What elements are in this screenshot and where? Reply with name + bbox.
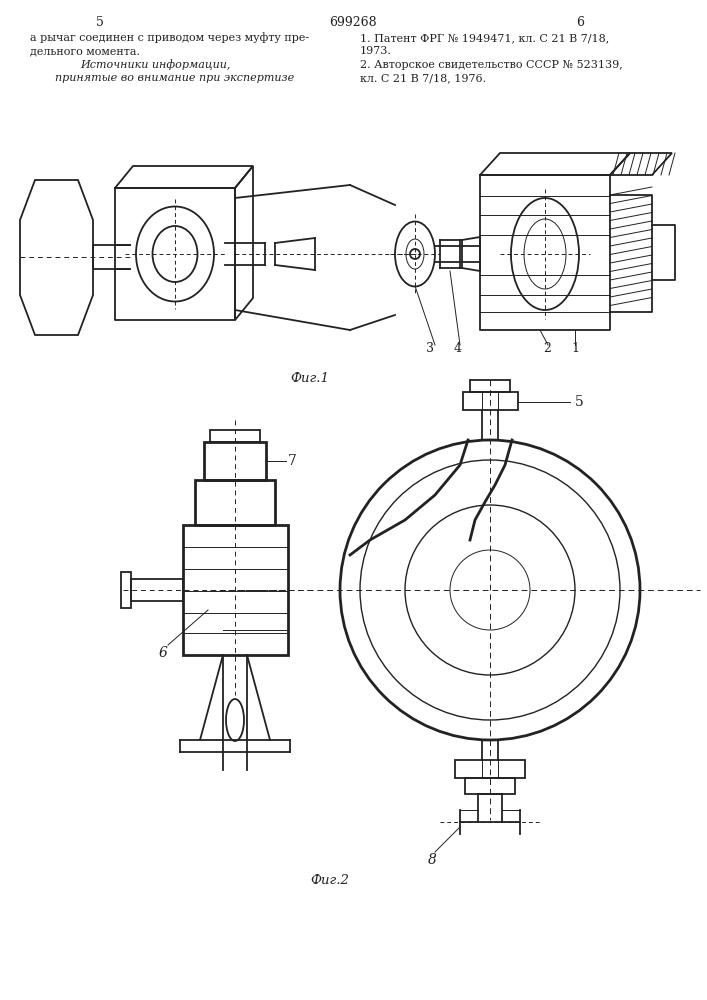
Text: а рычаг соединен с приводом через муфту пре-: а рычаг соединен с приводом через муфту … [30, 33, 309, 43]
Text: 1: 1 [571, 342, 579, 355]
Text: 4: 4 [454, 342, 462, 355]
Bar [465, 778, 515, 794]
Text: принятые во внимание при экспертизе: принятые во внимание при экспертизе [55, 73, 294, 83]
Text: 3: 3 [426, 342, 434, 355]
Text: 6: 6 [576, 15, 584, 28]
Bar [183, 525, 288, 655]
Bar [470, 380, 510, 392]
Bar [131, 579, 183, 601]
Text: 6: 6 [158, 646, 168, 660]
Text: 2. Авторское свидетельство СССР № 523139,: 2. Авторское свидетельство СССР № 523139… [360, 60, 623, 70]
Bar [463, 392, 518, 410]
Text: дельного момента.: дельного момента. [30, 46, 140, 56]
Bar [478, 794, 502, 822]
Text: Фиг.2: Фиг.2 [310, 874, 349, 886]
Text: 8: 8 [428, 853, 436, 867]
Text: Фиг.1: Фиг.1 [291, 371, 329, 384]
Bar [121, 572, 131, 608]
Text: 2: 2 [543, 342, 551, 355]
Text: Источники информации,: Источники информации, [80, 60, 230, 70]
Text: 1. Патент ФРГ № 1949471, кл. С 21 В 7/18,: 1. Патент ФРГ № 1949471, кл. С 21 В 7/18… [360, 33, 609, 43]
Text: кл. С 21 В 7/18, 1976.: кл. С 21 В 7/18, 1976. [360, 73, 486, 83]
Bar [204, 442, 266, 480]
Text: 5: 5 [96, 15, 104, 28]
Text: 7: 7 [288, 454, 297, 468]
Bar [195, 480, 275, 525]
Circle shape [410, 249, 420, 259]
Bar [210, 430, 260, 442]
Bar [455, 760, 525, 778]
Text: 1973.: 1973. [360, 46, 392, 56]
Text: 699268: 699268 [329, 15, 377, 28]
Text: 5: 5 [575, 395, 584, 409]
